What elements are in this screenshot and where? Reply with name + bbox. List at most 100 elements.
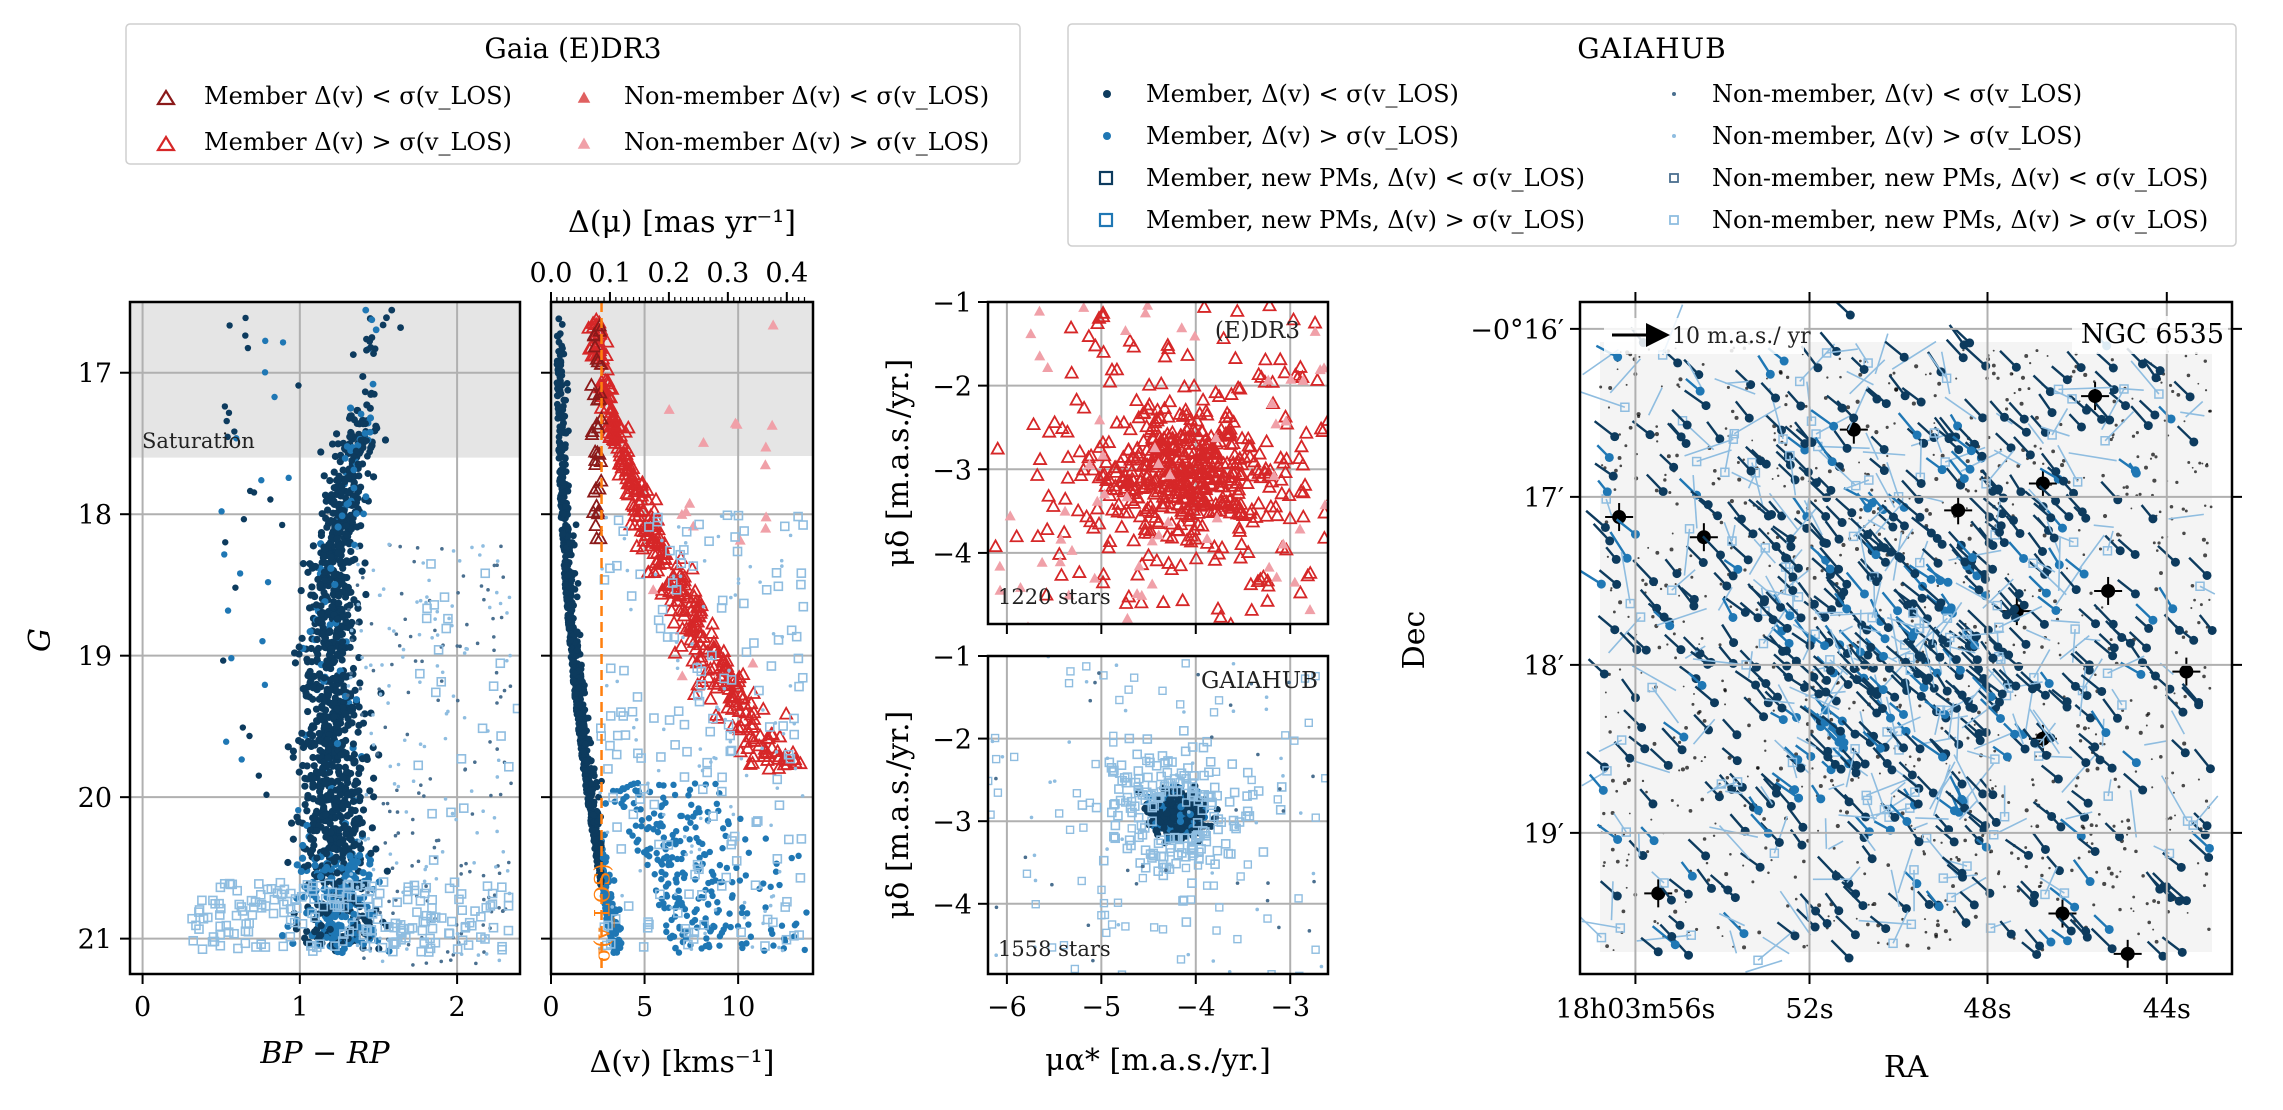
cmd-member-star — [335, 472, 343, 480]
dv-member-high-star — [632, 822, 640, 829]
cmd-member-star — [337, 813, 346, 821]
cmd-giant-star — [363, 437, 370, 445]
cmd-member-star — [316, 872, 325, 881]
cmd-field-star — [347, 607, 351, 612]
pm-edr3-tri — [1069, 391, 1085, 406]
pm-edr3-tri — [1187, 436, 1203, 450]
cmd-field-star — [474, 961, 478, 966]
dv-newpm-star — [605, 663, 616, 674]
pm-edr3-tri — [959, 597, 971, 608]
pm-edr3-tri — [1142, 522, 1158, 537]
dv-gaia-member-low-tri — [586, 386, 602, 401]
dv-member-high-star — [723, 864, 731, 872]
dv-field-star — [793, 766, 798, 771]
dv-member-high-star — [671, 791, 679, 799]
pm-edr3-tri — [1326, 497, 1328, 501]
cmd-field-star — [355, 546, 360, 551]
pm-edr3-tri — [1064, 364, 1080, 379]
dv-field-star — [673, 892, 678, 897]
dv-field-star — [634, 738, 638, 742]
pm-edr3-tri — [1350, 540, 1362, 551]
cmd-member-star — [325, 541, 333, 549]
dv-member-high-star — [689, 919, 696, 926]
dv-newpm-star — [665, 545, 675, 556]
pm-edr3-tri — [1268, 470, 1280, 481]
dv-newpm-star — [771, 568, 782, 578]
pm-edr3-tri — [1081, 328, 1097, 342]
dv-field-star — [681, 635, 685, 640]
cmd-field-star — [498, 792, 503, 797]
pm-edr3-tri — [1179, 532, 1195, 546]
cmd-field-star — [492, 815, 497, 820]
dv-newpm-star — [739, 526, 749, 536]
pm-edr3-tri — [1141, 547, 1157, 562]
pm-edr3-tri — [1218, 425, 1234, 440]
cmd-member-star — [327, 645, 335, 653]
dv-field-star — [674, 640, 679, 644]
cmd-member-star — [314, 575, 322, 584]
cmd-bss-star — [261, 369, 269, 376]
cmd-member-star — [322, 713, 331, 721]
dv-newpm-star — [639, 783, 650, 794]
dv-member-star — [577, 676, 585, 684]
dv-gaia-member-low-tri — [587, 338, 603, 353]
pm-edr3-tri — [1304, 604, 1316, 615]
cmd-newpm-star — [391, 937, 401, 947]
dv-member-high-star — [634, 847, 641, 854]
cmd-member-star — [330, 657, 339, 665]
cmd-giant-star — [369, 380, 377, 388]
cmd-field-star — [422, 794, 426, 798]
dv-member-star — [560, 510, 568, 518]
pm-edr3-tri — [1229, 303, 1245, 317]
cmd-field-star — [356, 562, 360, 567]
dv-gaia-nonmember-tri — [760, 522, 772, 533]
pm-edr3-tri — [1210, 457, 1226, 472]
dv-gaia-member-tri — [736, 712, 752, 727]
dv-member-high-star — [693, 834, 700, 842]
dv-newpm-star — [726, 745, 737, 756]
dv-newpm-star — [733, 510, 744, 521]
cmd-giant-star — [348, 457, 356, 464]
pm-edr3-tri — [1199, 495, 1215, 509]
dv-member-star — [556, 449, 564, 456]
dv-field-star — [728, 739, 733, 744]
dv-field-star — [748, 564, 753, 569]
pm-edr3-tri — [1177, 446, 1193, 461]
cmd-member-star — [330, 857, 338, 866]
pm-edr3-tri — [1498, 612, 1510, 623]
dv-gaia-member-tri — [619, 485, 635, 500]
dv-member-star — [594, 818, 602, 825]
dv-newpm-star — [731, 856, 742, 866]
cmd-newpm-star — [377, 942, 388, 953]
dv-field-star — [758, 580, 762, 584]
pm-edr3-tri — [1187, 530, 1204, 545]
pm-edr3-tri — [1290, 369, 1306, 384]
pm-edr3-tri — [1153, 375, 1169, 390]
cmd-field-star — [378, 936, 382, 941]
cmd-newpm-star — [367, 909, 378, 919]
cmd-newpm-star — [401, 933, 411, 943]
dv-member-star — [569, 677, 577, 684]
pm-edr3-tri — [1157, 478, 1173, 493]
pm-edr3-tri — [952, 347, 964, 358]
cmd-giant-star — [346, 433, 353, 441]
dv-gaia-nonmember-tri — [734, 534, 746, 545]
cmd-member-star — [320, 588, 328, 597]
cmd-bss-star — [221, 551, 228, 558]
dv-newpm-star — [688, 934, 699, 944]
cmd-field-star — [390, 866, 395, 871]
pm-edr3-tri — [895, 326, 907, 337]
cmd-newpm-star — [476, 932, 486, 942]
pm-edr3-tri — [1039, 521, 1055, 536]
cmd-member-star — [330, 484, 338, 492]
cmd-member-star — [311, 861, 319, 870]
cmd-member-star — [350, 596, 358, 604]
dv-gaia-member-tri — [602, 427, 618, 442]
cmd-newpm-star — [449, 877, 460, 888]
cmd-member-star — [356, 851, 364, 860]
cmd-member-star — [319, 554, 327, 562]
pm-edr3-tri — [1399, 338, 1411, 349]
dv-member-star — [575, 701, 583, 709]
cmd-field-star — [356, 916, 361, 920]
pm-edr3-tri — [1175, 430, 1192, 445]
